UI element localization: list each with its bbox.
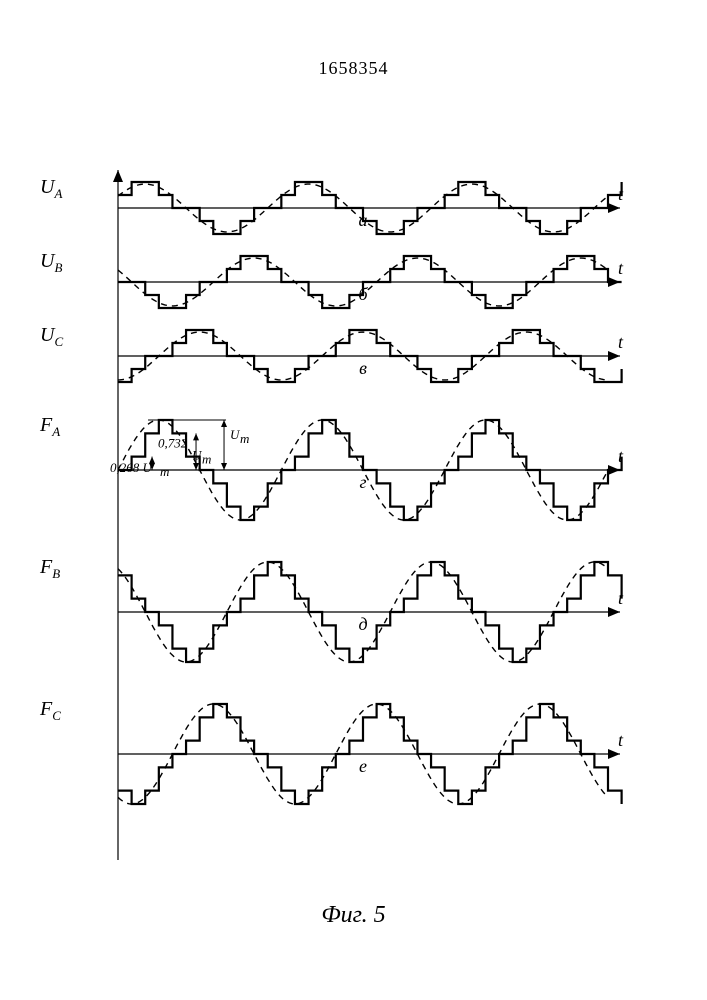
svg-text:д: д xyxy=(358,614,367,634)
panel-ylabel-c: UC xyxy=(40,324,63,350)
svg-text:t: t xyxy=(618,258,624,278)
svg-text:m: m xyxy=(160,464,169,479)
panel-ylabel-e: FB xyxy=(40,556,60,582)
panel-ylabel-b: UB xyxy=(40,250,62,276)
svg-text:t: t xyxy=(618,730,624,750)
figure-plot: tаtбtвtгUm0,732Um0,268 Umtдtе xyxy=(70,170,630,910)
panel-ylabel-a: UA xyxy=(40,176,62,202)
panel-ylabel-f: FC xyxy=(40,698,61,724)
svg-text:m: m xyxy=(240,431,249,446)
svg-text:а: а xyxy=(359,210,368,230)
svg-text:б: б xyxy=(358,284,368,304)
figure-caption: Фиг. 5 xyxy=(0,902,707,929)
svg-text:t: t xyxy=(618,332,624,352)
svg-text:m: m xyxy=(202,452,211,467)
svg-text:0,268 U: 0,268 U xyxy=(110,460,153,475)
svg-text:г: г xyxy=(359,472,366,492)
svg-text:е: е xyxy=(359,756,367,776)
page-number: 1658354 xyxy=(0,58,707,79)
panel-ylabel-d: FA xyxy=(40,414,60,440)
svg-text:0,732: 0,732 xyxy=(158,436,188,451)
svg-text:в: в xyxy=(359,358,367,378)
